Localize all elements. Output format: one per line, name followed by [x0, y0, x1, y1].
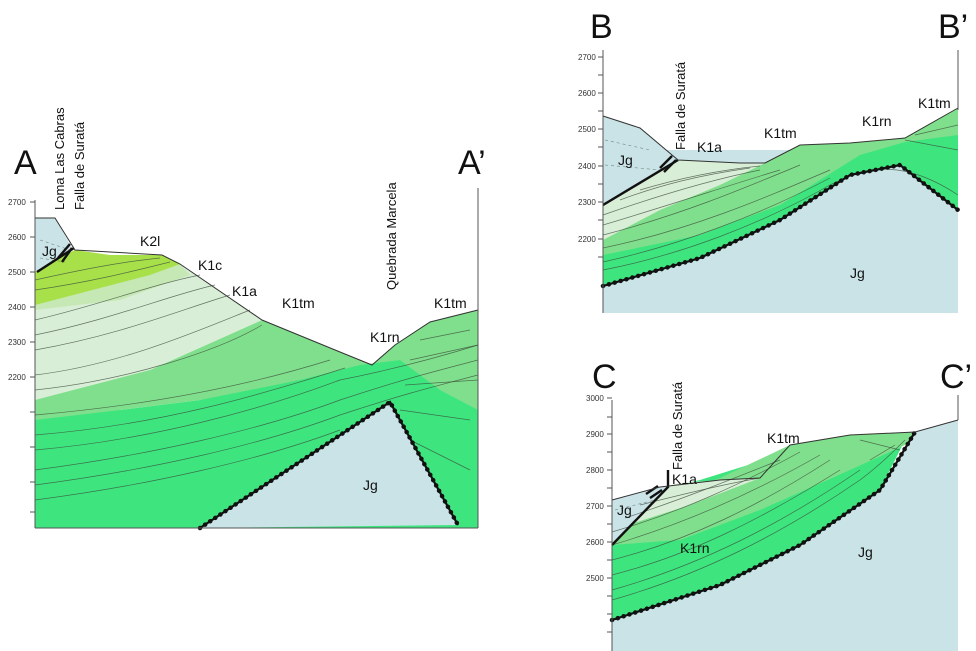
unit-c-k1tm: K1tm — [767, 430, 800, 446]
section-b: 2700 2600 2500 2400 2300 2200 B B’ Falla… — [578, 8, 968, 313]
section-a: 2700 2600 2500 2400 2300 2200 A A’ Loma … — [8, 107, 486, 531]
topo-surface-a — [35, 217, 479, 366]
tick-a-2400: 2400 — [8, 303, 26, 312]
jg-top-left-a — [35, 218, 72, 272]
tick-b-2500: 2500 — [578, 125, 596, 134]
fault-b — [602, 158, 679, 207]
tick-a-2500: 2500 — [8, 268, 26, 277]
label-a-end: A’ — [458, 144, 486, 182]
ticks-b — [598, 56, 603, 258]
tick-c-2700: 2700 — [586, 502, 604, 511]
unit-a-k1c: K1c — [198, 257, 222, 273]
vlabel-falla-surata-c: Falla de Suratá — [670, 381, 685, 470]
jg-core-a — [200, 402, 458, 528]
unit-a-k1tm-right: K1tm — [434, 295, 467, 311]
vlabel-falla-surata-a: Falla de Suratá — [72, 121, 87, 210]
topo-surface-c — [611, 419, 959, 501]
tick-c-3000: 3000 — [586, 394, 604, 403]
unit-a-k1rn: K1rn — [370, 329, 400, 345]
unit-c-k1a: K1a — [672, 471, 697, 487]
layer-k2l-a — [35, 250, 180, 305]
label-c-start: C — [592, 358, 617, 396]
ticks-c — [607, 397, 612, 633]
unit-a-k2l: K2l — [140, 233, 160, 249]
tick-b-2600: 2600 — [578, 89, 596, 98]
unit-c-jg-top: Jg — [617, 502, 632, 518]
label-b-end: B’ — [938, 8, 968, 46]
label-a-start: A — [14, 144, 37, 182]
tick-a-2200: 2200 — [8, 373, 26, 382]
unit-a-jg-core: Jg — [363, 477, 378, 493]
bedding-b — [602, 124, 959, 271]
tick-b-2200: 2200 — [578, 235, 596, 244]
tick-b-2700: 2700 — [578, 53, 596, 62]
vlabel-loma-las-cabras: Loma Las Cabras — [52, 107, 67, 210]
unit-a-jg-top: Jg — [42, 243, 57, 259]
layer-k1tm-b — [603, 108, 958, 255]
layer-k1tm-c — [612, 432, 915, 545]
bedding-a — [34, 239, 479, 501]
tick-a-2300: 2300 — [8, 338, 26, 347]
label-c-end: C’ — [940, 358, 972, 396]
tick-c-2800: 2800 — [586, 466, 604, 475]
tick-c-2600: 2600 — [586, 538, 604, 547]
tick-b-2400: 2400 — [578, 162, 596, 171]
contact-granite-a-beads — [197, 398, 461, 531]
unit-b-k1a: K1a — [697, 139, 722, 155]
layer-k1rn-b — [603, 110, 958, 285]
tick-c-2500: 2500 — [586, 574, 604, 583]
topo-surface-b — [602, 107, 959, 164]
tick-a-2700: 2700 — [8, 198, 26, 207]
tick-c-2900: 2900 — [586, 430, 604, 439]
unit-a-k1a: K1a — [232, 283, 257, 299]
jg-top-b — [603, 116, 678, 205]
layer-k1c-a — [35, 264, 190, 310]
jg-core-b — [603, 165, 958, 313]
unit-b-k1rn: K1rn — [862, 113, 892, 129]
tick-a-2600: 2600 — [8, 233, 26, 242]
unit-b-k1tm: K1tm — [764, 125, 797, 141]
contact-granite-c-beads — [609, 429, 918, 623]
fault-b-arrow — [659, 155, 677, 173]
unit-b-k1tm-right: K1tm — [918, 95, 951, 111]
vlabel-quebrada-marcela: Quebrada Marcela — [384, 182, 399, 290]
unit-c-k1rn: K1rn — [680, 540, 710, 556]
unit-c-jg-core: Jg — [858, 544, 873, 560]
label-b-start: B — [590, 8, 613, 46]
bedding-c — [611, 439, 906, 601]
ticks-a — [30, 201, 35, 513]
unit-b-jg-core: Jg — [850, 265, 865, 281]
layer-k1rn-c — [612, 435, 905, 620]
layer-k1tm-a — [35, 310, 478, 420]
fault-c — [611, 470, 670, 546]
contact-granite-b-beads — [600, 162, 961, 289]
fault-a-arrow — [57, 243, 73, 263]
unit-b-jg-top: Jg — [618, 152, 633, 168]
fault-c-arrow — [645, 485, 663, 499]
tick-b-2300: 2300 — [578, 198, 596, 207]
unit-a-k1tm: K1tm — [282, 295, 315, 311]
vlabel-falla-surata-b: Falla de Suratá — [673, 61, 688, 150]
section-c: 3000 2900 2800 2700 2600 2500 C C’ Falla… — [586, 358, 972, 651]
